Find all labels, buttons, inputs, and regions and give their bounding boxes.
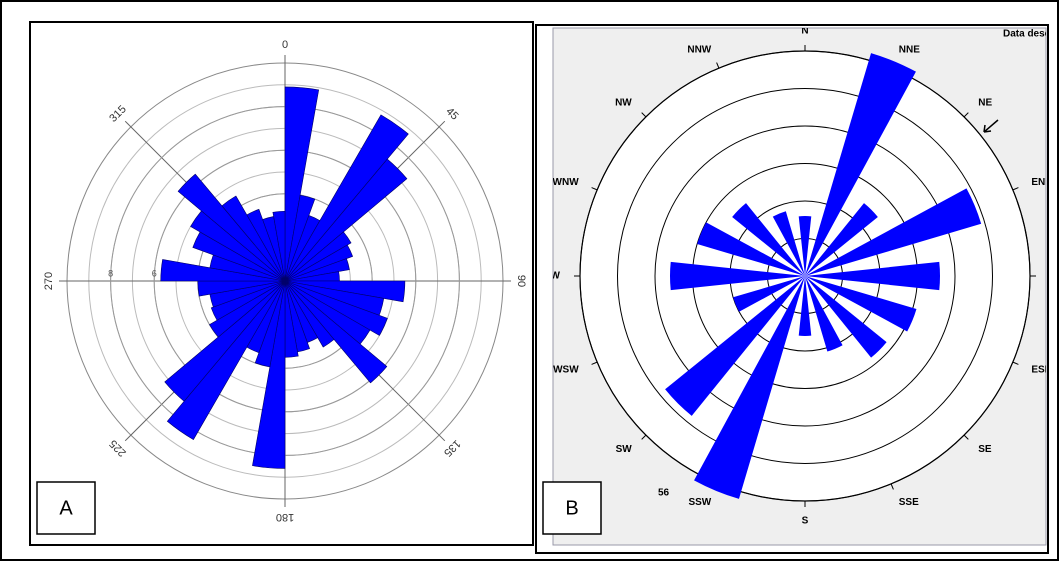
direction-tick [963,112,969,118]
panel-a: 045901351802252703152468 [43,39,527,523]
wind-bar [805,276,887,358]
direction-label: W [551,271,561,282]
annotation: Data desc [1003,29,1051,40]
direction-tick [1012,187,1019,191]
grid-ring [654,125,956,427]
direction-tick [963,434,969,440]
rose-bar [210,280,286,321]
annotation: 56 [658,488,670,499]
direction-label: N [801,26,808,37]
wind-bar [733,276,805,312]
angle-label: 0 [282,39,288,51]
direction-label: SSE [899,497,919,508]
wind-bar [665,276,805,416]
direction-label: ESE [1031,364,1051,375]
panel-label-box [36,481,96,535]
panel-label: B [565,497,578,519]
direction-tick [716,62,720,69]
angle-label: 270 [43,272,55,290]
rose-bar [254,280,286,368]
direction-label: NNW [687,44,711,55]
direction-label: SSW [688,497,711,508]
wind-bar [694,276,805,499]
wind-bar [805,261,940,291]
radial-tick-label: 8 [108,268,113,278]
direction-label: SW [616,444,633,455]
wind-bar [805,53,916,276]
rose-bar [246,208,286,282]
direction-label: WSW [553,364,579,375]
wind-bar [805,203,878,276]
wind-bar [772,211,805,276]
direction-label: NE [978,97,992,108]
rose-bar [284,280,388,384]
wind-bar [798,276,812,336]
direction-label: ENE [1031,177,1052,188]
rose-bar [284,244,353,282]
arrow [983,119,999,133]
direction-tick [641,112,647,118]
wind-bar [798,216,812,276]
rose-bar [284,231,352,282]
panel-label-box [542,481,602,535]
direction-label: SE [978,444,992,455]
panel-b: NNNENEENEEESESESSESSSWSWWSWWWNWNWNNW56Da… [551,26,1052,527]
direction-tick [1012,361,1019,365]
panel-label: A [59,497,73,519]
wind-bar [805,276,917,332]
direction-tick [641,434,647,440]
radial-tick-label: 6 [152,268,157,278]
rose-bar [284,114,409,282]
rose-bar [221,195,286,282]
angle-label: 90 [515,275,527,287]
rose-bar [284,280,388,336]
direction-label: S [802,516,809,527]
direction-label: NW [615,97,632,108]
rose-bar [284,158,408,282]
rose-bar [209,280,286,338]
grid-ring [617,88,993,464]
wind-bar [732,203,805,276]
rose-bar [284,258,350,282]
rose-bar [177,173,286,282]
direction-label: NNE [899,44,920,55]
direction-tick [591,361,598,365]
wind-bar [805,276,843,352]
direction-tick [591,187,598,191]
angle-label: 180 [276,511,294,523]
rose-bar [284,194,316,282]
wind-bar [670,261,805,291]
wind-bar [697,222,805,276]
direction-tick [890,483,894,490]
direction-label: WNW [553,177,580,188]
rose-bar [272,210,286,282]
rose-bar [284,280,335,348]
wind-bar [805,188,982,276]
rose-bar [166,280,286,440]
rose-bar [164,280,286,402]
